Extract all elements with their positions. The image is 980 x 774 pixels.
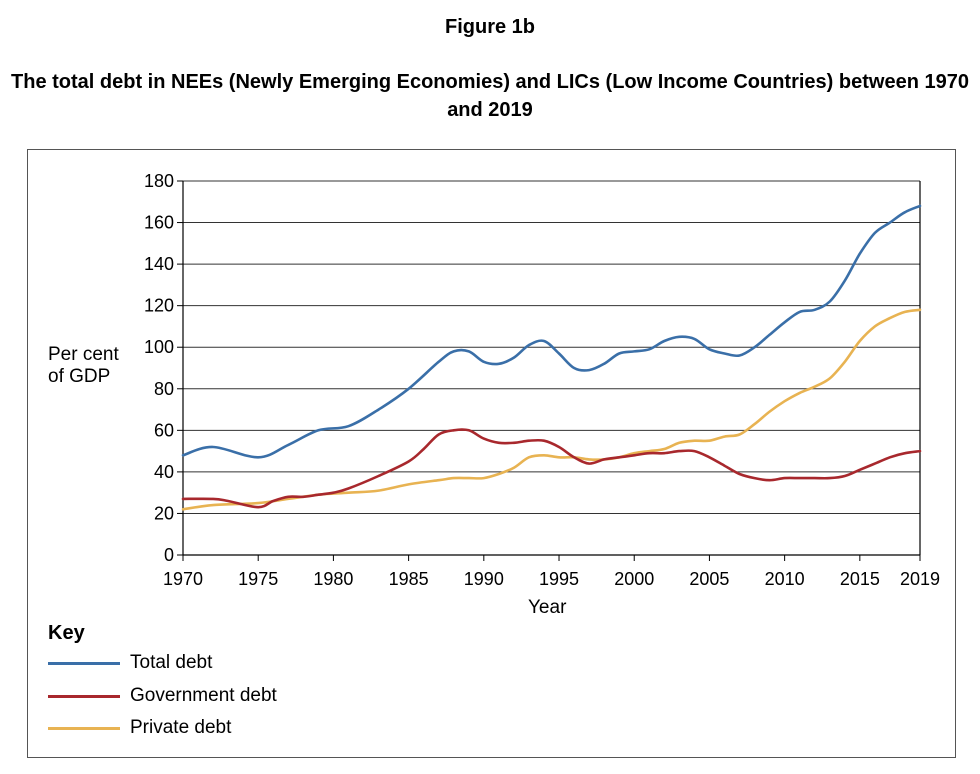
y-tick-label: 20 (154, 503, 174, 523)
y-axis-label: Per cent of GDP (48, 344, 138, 388)
y-tick-label: 80 (154, 379, 174, 399)
chart-title-text: The total debt in NEEs (Newly Emerging E… (11, 71, 969, 121)
x-tick-labels: 1970 1975 1980 1985 1990 1995 2000 2005 2010 2015… (163, 569, 940, 589)
x-tick-label: 2019 (900, 569, 940, 589)
legend-title: Key (48, 622, 85, 644)
axes (177, 180, 921, 561)
y-tick-labels: 0 20 40 60 80 100 120 140 160 180 (144, 171, 174, 565)
x-tick-label: 1995 (539, 569, 579, 589)
x-tick-label: 1980 (313, 569, 353, 589)
legend-swatch (48, 694, 120, 698)
chart-frame (27, 149, 956, 758)
chart-title: The total debt in NEEs (Newly Emerging E… (0, 68, 980, 124)
series-line-government-debt (181, 428, 922, 509)
x-tick-label: 1985 (389, 569, 429, 589)
legend-item-total-debt: Total debt (48, 651, 212, 675)
grid-lines (183, 180, 920, 514)
legend-swatch (48, 661, 120, 665)
legend-swatch (48, 726, 120, 730)
y-axis-label-text: Per cent of GDP (48, 344, 119, 387)
y-tick-label: 120 (144, 296, 174, 316)
y-tick-label: 60 (154, 420, 174, 440)
legend-item-private-debt: Private debt (48, 716, 231, 740)
y-tick-label: 160 (144, 213, 174, 233)
x-tick-label: 2015 (840, 569, 880, 589)
legend-label: Government debt (130, 685, 277, 706)
y-tick-label: 100 (144, 337, 174, 357)
x-tick-label: 1975 (238, 569, 278, 589)
x-tick-label: 2010 (765, 569, 805, 589)
y-tick-label: 140 (144, 254, 174, 274)
y-tick-label: 180 (144, 171, 174, 191)
y-tick-label: 0 (164, 545, 174, 565)
x-tick-label: 2005 (689, 569, 729, 589)
legend-label: Total debt (130, 652, 213, 673)
legend-label: Private debt (130, 717, 232, 738)
x-tick-label: 1970 (163, 569, 203, 589)
legend-item-government-debt: Government debt (48, 684, 277, 708)
x-axis-label: Year (528, 597, 567, 618)
y-tick-label: 40 (154, 462, 174, 482)
series-line-total-debt (181, 204, 922, 459)
figure-label: Figure 1b (444, 16, 535, 38)
x-tick-label: 2000 (614, 569, 654, 589)
series-lines (181, 204, 922, 511)
x-tick-label: 1990 (464, 569, 504, 589)
